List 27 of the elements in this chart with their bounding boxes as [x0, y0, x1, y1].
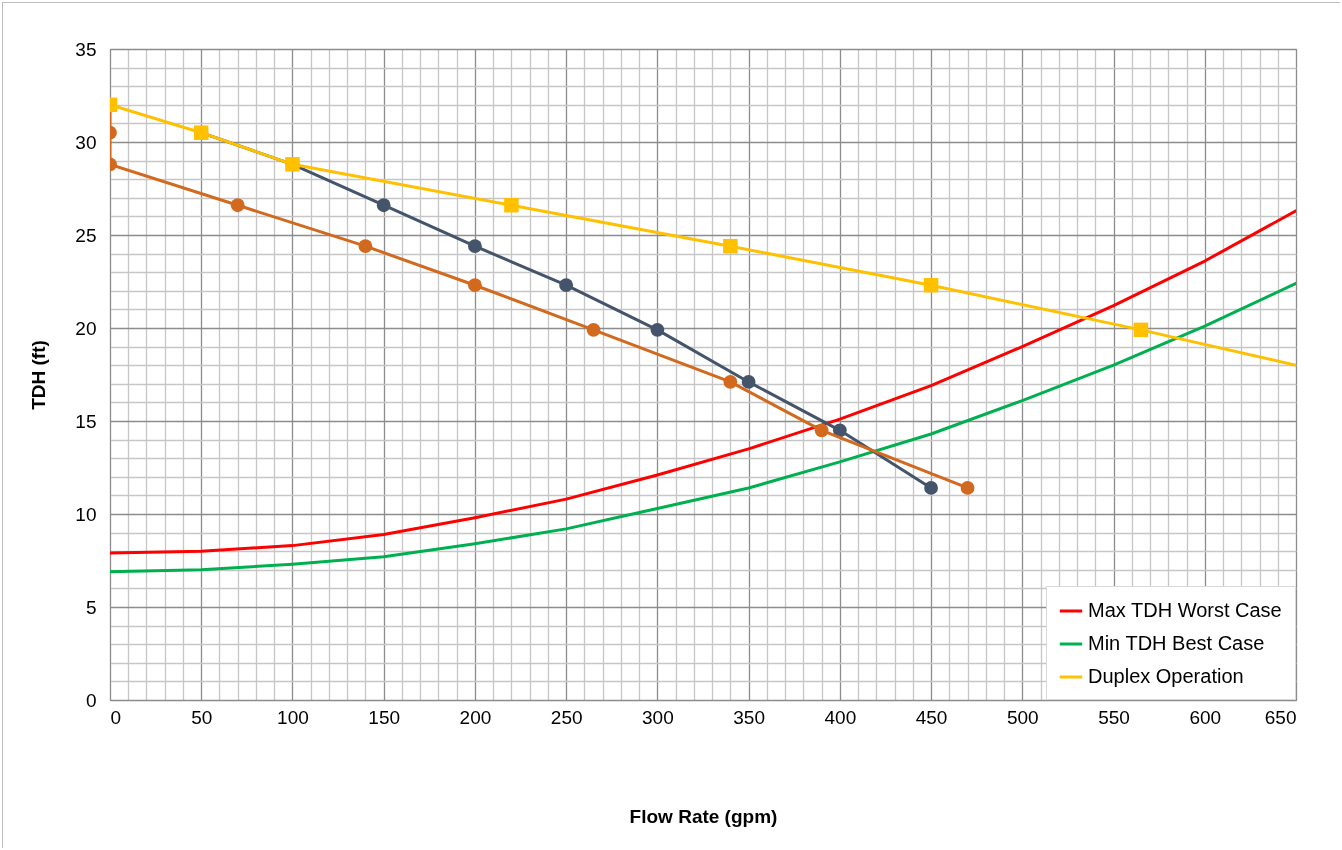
x-tick-label: 150: [368, 706, 401, 728]
x-tick-label: 300: [642, 706, 674, 728]
x-tick-label: 50: [191, 706, 213, 728]
x-tick-label: 350: [733, 706, 765, 728]
y-tick-label: 15: [75, 410, 97, 432]
y-tick-label: 25: [75, 224, 97, 246]
legend-label: Min TDH Best Case: [1088, 632, 1265, 654]
y-tick-label: 5: [85, 596, 97, 618]
y-tick-label: 0: [85, 689, 97, 711]
x-axis-title: Flow Rate (gpm): [629, 805, 778, 827]
legend-label: Duplex Operation: [1088, 665, 1244, 687]
x-tick-label: 100: [277, 706, 309, 728]
x-tick-label: 400: [824, 706, 857, 728]
y-tick-label: 30: [75, 131, 97, 153]
legend-label: Max TDH Worst Case: [1088, 599, 1282, 621]
x-tick-label: 600: [1189, 706, 1222, 728]
x-tick-label: 0: [110, 706, 122, 728]
x-tick-label: 250: [550, 706, 583, 728]
y-tick-label: 35: [75, 38, 97, 60]
x-tick-label: 550: [1098, 706, 1130, 728]
x-tick-label: 500: [1006, 706, 1039, 728]
x-tick-label: 650: [1264, 706, 1297, 728]
y-tick-label: 20: [75, 317, 97, 339]
x-tick-label: 200: [459, 706, 492, 728]
y-tick-label: 10: [75, 503, 97, 525]
y-axis-title: TDH (ft): [28, 340, 50, 410]
x-tick-label: 450: [915, 706, 948, 728]
